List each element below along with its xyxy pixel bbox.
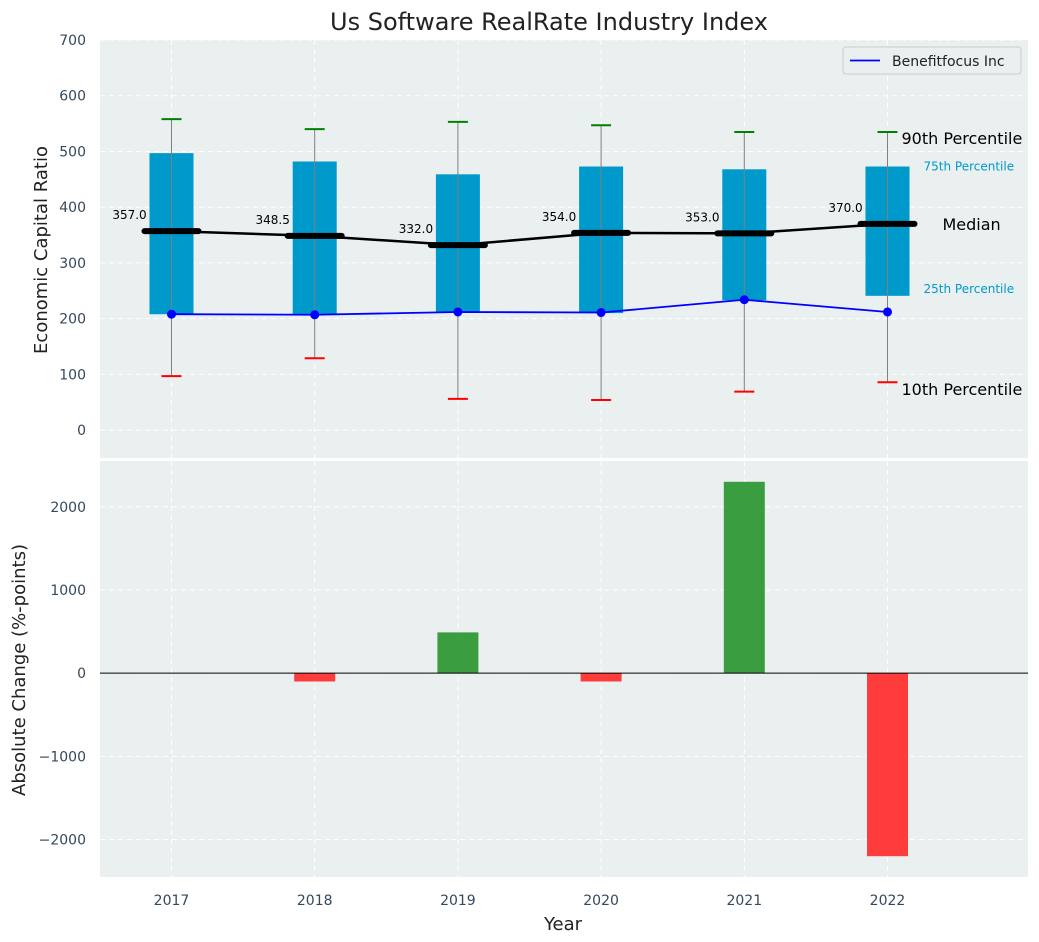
median-value-label: 348.5 (256, 213, 290, 227)
change-bar (867, 673, 908, 857)
median-value-label: 332.0 (399, 222, 433, 236)
change-bar-panel: −2000 −1000 0 1000 2000 2017 2018 2019 2020 2021 2… (39, 461, 1028, 909)
series-point (596, 308, 606, 318)
y-axis-title-top: Economic Capital Ratio (31, 146, 52, 354)
median-value-label: 353.0 (685, 210, 719, 224)
series-point (167, 309, 176, 319)
annotation-p25: 25th Percentile (924, 282, 1015, 296)
y-tick-label-bottom: 2000 (50, 500, 86, 516)
change-bar (437, 632, 479, 674)
y-tick-label-bottom: −2000 (39, 833, 86, 849)
legend-box (842, 46, 1022, 75)
y-tick-label-top: 600 (59, 89, 86, 105)
x-tick-label: 2019 (440, 893, 476, 909)
x-tick-label: 2022 (870, 893, 906, 909)
change-bar (580, 673, 622, 682)
x-tick-label: 2017 (154, 893, 190, 909)
x-tick-label: 2021 (726, 893, 762, 909)
series-point (310, 310, 320, 320)
y-tick-label-top: 700 (59, 33, 86, 49)
series-line-benefitfocus (171, 298, 888, 316)
y-tick-label-top: 100 (59, 367, 86, 383)
y-tick-label-top: 400 (59, 200, 86, 216)
legend-label: Benefitfocus Inc (892, 54, 1005, 70)
series-point (883, 307, 892, 317)
annotation-p90: 90th Percentile (902, 129, 1023, 148)
y-tick-label-bottom: 0 (77, 666, 86, 682)
y-tick-label-top: 0 (77, 423, 86, 439)
series-point (453, 307, 463, 317)
y-tick-label-top: 300 (59, 256, 86, 272)
y-tick-label-top: 200 (59, 312, 86, 328)
change-bar (723, 481, 765, 674)
series-point (739, 295, 749, 305)
y-axis-title-bottom: Absolute Change (%-points) (9, 544, 30, 796)
median-value-label: 370.0 (828, 201, 862, 215)
box-plot-panel: 0 100 200 300 400 500 600 700 357.0 348.5 332.0 354… (59, 33, 1028, 458)
x-axis-title: Year (543, 914, 583, 935)
x-tick-label: 2018 (297, 893, 333, 909)
median-value-label: 354.0 (542, 210, 576, 224)
annotation-p75: 75th Percentile (924, 160, 1015, 174)
x-tick-label: 2020 (583, 893, 619, 909)
change-bar (294, 673, 336, 682)
legend: Benefitfocus Inc (842, 46, 1022, 75)
median-value-label: 357.0 (112, 208, 146, 222)
y-tick-label-bottom: −1000 (39, 749, 86, 765)
chart-title: Us Software RealRate Industry Index (330, 8, 768, 36)
annotation-p10: 10th Percentile (902, 380, 1023, 399)
y-tick-label-top: 500 (59, 144, 86, 160)
annotation-median: Median (943, 215, 1001, 234)
y-tick-label-bottom: 1000 (50, 583, 86, 599)
